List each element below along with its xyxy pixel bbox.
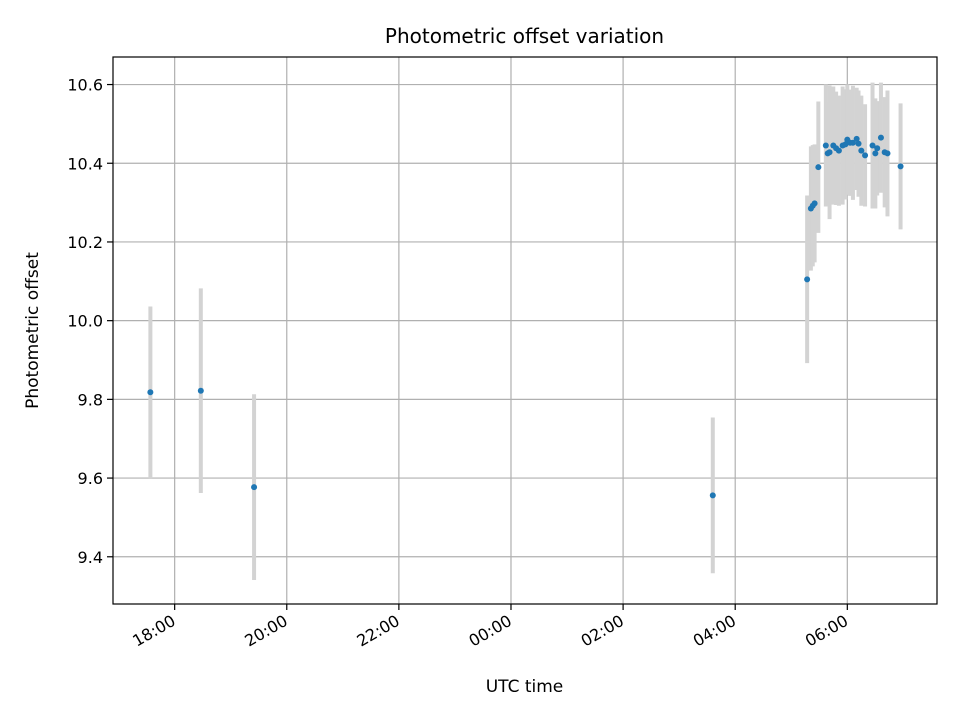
x-axis-label: UTC time (486, 677, 564, 697)
data-point (835, 147, 842, 154)
y-axis: 9.4 9.6 9.8 10.0 10.2 10.4 10.6 (67, 76, 113, 567)
data-point (849, 139, 856, 146)
y-tick-label: 10.0 (67, 312, 103, 331)
data-point (709, 492, 716, 499)
data-point (804, 276, 811, 283)
x-tick-label: 04:00 (690, 611, 739, 651)
y-axis-label: Photometric offset (23, 252, 43, 409)
y-tick-label: 9.4 (78, 548, 103, 567)
x-tick-label: 20:00 (241, 611, 290, 651)
data-point (877, 134, 884, 141)
data-point (884, 150, 891, 157)
data-point (815, 164, 822, 171)
data-point (822, 142, 829, 149)
data-point (855, 140, 862, 147)
error-bars (148, 82, 903, 580)
data-point (197, 387, 204, 394)
y-tick-label: 10.2 (67, 233, 103, 252)
data-point (862, 152, 869, 159)
y-tick-label: 10.6 (67, 76, 103, 95)
data-point (147, 389, 154, 396)
data-point (869, 142, 876, 149)
x-tick-label: 02:00 (578, 611, 627, 651)
data-point (811, 200, 818, 207)
plot-frame (112, 56, 938, 605)
x-tick-label: 22:00 (353, 611, 402, 651)
data-points (147, 134, 904, 499)
data-point (251, 484, 258, 491)
y-tick-label: 9.6 (78, 469, 103, 488)
data-point (858, 147, 865, 154)
data-point (842, 141, 849, 148)
chart-title: Photometric offset variation (385, 24, 664, 48)
data-point (874, 145, 881, 152)
x-tick-label: 06:00 (802, 611, 851, 651)
data-point (897, 163, 904, 170)
x-tick-label: 18:00 (129, 611, 178, 651)
y-tick-label: 10.4 (67, 154, 103, 173)
data-point (853, 135, 860, 142)
grid (113, 57, 937, 604)
data-point (872, 150, 879, 157)
x-axis: 18:00 20:00 22:00 00:00 02:00 04:00 06:00 (129, 604, 851, 651)
data-point (826, 149, 833, 156)
x-tick-label: 00:00 (466, 611, 515, 651)
y-tick-label: 9.8 (78, 390, 103, 409)
